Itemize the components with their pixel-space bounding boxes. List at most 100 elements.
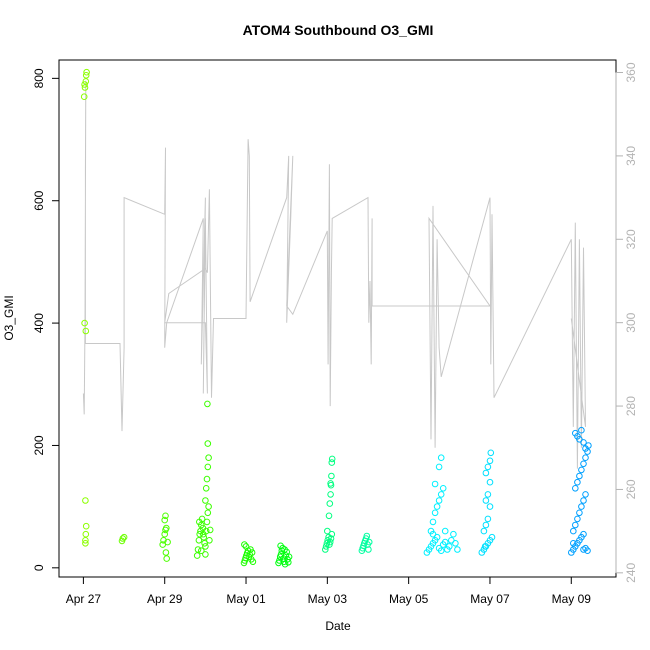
- data-point: [83, 68, 90, 76]
- data-point: [576, 472, 583, 480]
- data-point: [580, 439, 587, 446]
- data-point: [206, 537, 213, 544]
- data-point: [242, 543, 250, 550]
- data-point: [82, 537, 89, 544]
- data-point: [324, 527, 331, 535]
- data-point: [82, 540, 89, 547]
- data-point: [572, 521, 579, 529]
- y-axis-label: O3_GMI: [2, 295, 16, 340]
- data-point: [204, 463, 212, 471]
- data-point: [282, 552, 290, 559]
- right-y-axis: 240 260 280 300 320 340 360: [615, 62, 638, 583]
- data-point: [327, 491, 334, 498]
- data-point: [204, 400, 211, 408]
- data-point: [580, 530, 587, 538]
- data-point: [437, 547, 445, 555]
- data-point: [482, 469, 490, 477]
- data-point: [576, 509, 583, 517]
- data-point: [193, 552, 201, 559]
- data-point: [80, 93, 88, 100]
- y-axis: 0 200 400 600 800: [32, 68, 60, 571]
- data-point: [81, 84, 89, 91]
- data-point: [203, 518, 211, 526]
- data-point: [200, 530, 207, 538]
- data-point: [241, 541, 248, 548]
- data-point: [163, 555, 170, 562]
- x-axis-label: Date: [325, 619, 351, 633]
- data-point: [204, 440, 212, 447]
- data-point: [580, 546, 587, 553]
- data-point: [162, 549, 170, 556]
- data-point: [81, 319, 88, 327]
- data-point: [435, 463, 443, 471]
- x-axis: Apr 27 Apr 29 May 01 May 03 May 05 May 07 May …: [66, 576, 592, 606]
- data-point: [486, 478, 494, 486]
- data-point: [582, 454, 589, 462]
- data-point: [161, 516, 168, 524]
- y-tick-label: 0: [32, 564, 46, 571]
- right-tick-label: 240: [624, 562, 638, 582]
- x-tick-label: May 01: [226, 592, 266, 606]
- data-point: [205, 454, 212, 462]
- data-point: [82, 78, 90, 85]
- data-point: [429, 518, 437, 526]
- data-point: [433, 503, 441, 510]
- data-point: [328, 459, 336, 466]
- data-point: [82, 327, 90, 335]
- x-tick-label: May 09: [552, 592, 592, 606]
- data-point: [431, 480, 439, 488]
- data-point: [82, 497, 89, 504]
- data-point: [160, 537, 167, 544]
- points-layer: [80, 68, 592, 568]
- data-point: [439, 485, 447, 492]
- data-point: [81, 81, 88, 88]
- data-point: [578, 426, 585, 434]
- data-point: [481, 543, 489, 550]
- data-point: [120, 533, 128, 541]
- data-point: [484, 515, 492, 523]
- data-point: [164, 538, 171, 546]
- x-tick-label: May 05: [389, 592, 429, 606]
- data-point: [202, 551, 209, 558]
- data-point: [82, 522, 90, 530]
- data-point: [578, 503, 585, 510]
- data-point: [322, 546, 329, 553]
- data-point: [435, 497, 443, 504]
- data-point: [195, 537, 203, 544]
- data-point: [446, 543, 453, 550]
- data-point: [452, 540, 459, 547]
- data-point: [484, 463, 492, 471]
- data-point: [285, 553, 293, 561]
- data-point: [486, 457, 494, 465]
- data-point: [437, 491, 445, 498]
- data-point: [584, 547, 591, 555]
- data-point: [328, 455, 336, 463]
- data-point: [202, 543, 209, 550]
- data-point: [206, 526, 214, 534]
- data-point: [249, 558, 257, 566]
- data-point: [82, 530, 90, 538]
- data-point: [281, 546, 288, 553]
- data-point: [365, 538, 373, 546]
- data-point: [480, 527, 488, 535]
- data-point: [196, 518, 203, 526]
- data-point: [198, 547, 205, 555]
- right-tick-label: 280: [624, 396, 638, 416]
- data-point: [431, 509, 439, 517]
- data-point: [580, 460, 587, 468]
- data-point: [277, 542, 284, 550]
- right-tick-label: 300: [624, 312, 638, 332]
- data-point: [202, 497, 209, 504]
- y-tick-label: 400: [32, 313, 46, 333]
- data-point: [582, 445, 589, 452]
- data-point: [437, 454, 445, 462]
- data-point: [454, 546, 461, 553]
- right-tick-label: 320: [624, 229, 638, 249]
- data-point: [194, 546, 202, 553]
- data-point: [450, 530, 457, 538]
- data-point: [326, 538, 334, 546]
- y-tick-label: 200: [32, 435, 46, 455]
- data-point: [322, 543, 330, 550]
- data-point: [276, 557, 283, 564]
